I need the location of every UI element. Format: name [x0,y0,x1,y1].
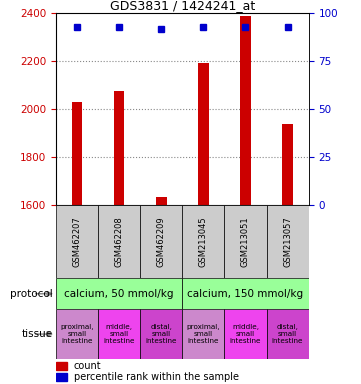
Bar [72,102,82,205]
Bar [98,205,140,278]
Bar [56,205,98,278]
Text: GSM462208: GSM462208 [115,217,123,267]
Text: proximal,
small
intestine: proximal, small intestine [60,324,94,344]
Bar [225,309,266,359]
Bar [114,91,125,205]
Text: GSM213051: GSM213051 [241,217,250,267]
Text: GSM462209: GSM462209 [157,217,166,267]
Text: count: count [74,361,101,371]
Text: distal,
small
intestine: distal, small intestine [272,324,303,344]
Bar [140,309,182,359]
Bar [282,124,293,205]
Text: protocol: protocol [10,289,52,299]
Title: GDS3831 / 1424241_at: GDS3831 / 1424241_at [110,0,255,12]
Bar [56,309,98,359]
Bar [182,278,309,309]
Text: GSM213045: GSM213045 [199,217,208,267]
Bar [266,309,309,359]
Text: middle,
small
intestine: middle, small intestine [230,324,261,344]
Text: calcium, 50 mmol/kg: calcium, 50 mmol/kg [64,289,174,299]
Text: proximal,
small
intestine: proximal, small intestine [187,324,220,344]
Bar [182,205,225,278]
Text: tissue: tissue [21,329,52,339]
Bar [56,373,67,381]
Text: calcium, 150 mmol/kg: calcium, 150 mmol/kg [187,289,304,299]
Text: GSM213057: GSM213057 [283,217,292,267]
Bar [266,205,309,278]
Text: percentile rank within the sample: percentile rank within the sample [74,372,239,382]
Bar [98,309,140,359]
Bar [182,309,225,359]
Bar [198,63,209,205]
Bar [140,205,182,278]
Bar [225,205,266,278]
Text: GSM462207: GSM462207 [73,217,82,267]
Bar [56,362,67,370]
Bar [240,16,251,205]
Text: middle,
small
intestine: middle, small intestine [103,324,135,344]
Bar [56,278,182,309]
Bar [156,197,166,205]
Text: distal,
small
intestine: distal, small intestine [145,324,177,344]
